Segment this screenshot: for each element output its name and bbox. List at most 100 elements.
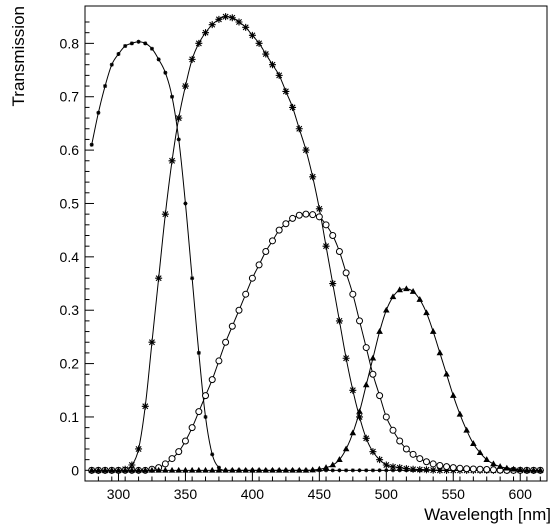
data-point (342, 269, 350, 277)
data-point (329, 280, 337, 288)
data-point (135, 466, 142, 473)
data-point (369, 354, 377, 361)
y-axis-label: Transmission (9, 6, 28, 106)
data-point (315, 213, 323, 221)
data-point (148, 466, 156, 473)
data-point (350, 468, 355, 473)
data-point (470, 440, 477, 446)
data-point (523, 466, 531, 473)
data-point (289, 466, 296, 473)
x-tick-label: 450 (308, 486, 332, 502)
data-point (248, 274, 256, 282)
data-point (262, 248, 270, 256)
data-point (222, 466, 229, 473)
series-1 (89, 39, 543, 473)
data-point (316, 465, 323, 472)
data-point (156, 57, 161, 62)
data-point (324, 468, 329, 473)
data-point (329, 461, 337, 468)
data-point (337, 468, 342, 473)
data-point (242, 23, 250, 31)
plot-frame (84, 5, 548, 482)
data-point (155, 274, 163, 282)
y-tick-label: 0.4 (60, 249, 80, 265)
data-point (268, 61, 276, 69)
x-tick-label: 300 (107, 486, 131, 502)
y-tick-label: 0 (71, 462, 79, 478)
data-point (330, 468, 335, 473)
data-point (181, 82, 189, 90)
data-point (175, 448, 183, 456)
data-point (188, 424, 196, 432)
data-point (423, 309, 430, 316)
data-point (228, 14, 236, 22)
data-point (161, 460, 169, 468)
data-point (123, 44, 128, 49)
data-point (302, 146, 310, 154)
data-point (229, 466, 236, 473)
data-point (443, 370, 450, 377)
data-point (136, 39, 141, 44)
series-4 (88, 285, 544, 473)
data-point (170, 94, 175, 99)
data-point (195, 39, 203, 47)
data-point (537, 466, 544, 473)
data-point (530, 466, 537, 473)
data-point (215, 466, 223, 473)
data-point (389, 463, 397, 471)
data-point (208, 376, 216, 384)
data-point (396, 464, 404, 472)
data-point (196, 350, 201, 355)
data-point (490, 460, 497, 467)
data-point (376, 328, 383, 334)
data-point (382, 413, 390, 421)
data-point (141, 466, 149, 473)
data-point (155, 466, 162, 473)
data-point (176, 137, 181, 142)
data-point (409, 465, 417, 473)
data-point (449, 464, 457, 472)
data-point (396, 437, 404, 445)
data-point (302, 210, 310, 218)
data-point (356, 408, 363, 414)
data-point (148, 338, 156, 346)
data-point (376, 392, 384, 400)
data-point (402, 445, 410, 453)
data-point (322, 242, 330, 250)
data-point (222, 13, 230, 21)
data-point (335, 317, 343, 325)
data-point (190, 276, 195, 281)
data-point (463, 465, 471, 473)
data-point (349, 429, 357, 436)
data-point (228, 322, 236, 330)
y-tick-label: 0.6 (60, 142, 80, 158)
data-point (349, 386, 357, 394)
data-point (429, 460, 437, 468)
data-point (249, 466, 256, 473)
data-point (115, 466, 122, 473)
data-point (268, 237, 276, 245)
data-point (429, 328, 437, 334)
data-point (255, 261, 263, 269)
data-point (476, 465, 484, 473)
data-point (195, 408, 203, 416)
data-point (289, 214, 297, 222)
data-point (116, 52, 121, 57)
data-point (235, 306, 243, 314)
data-point (101, 466, 109, 473)
data-point (215, 15, 223, 23)
x-tick-label: 600 (509, 486, 533, 502)
data-point (483, 466, 491, 474)
data-point (188, 466, 196, 473)
data-point (370, 468, 375, 473)
data-point (516, 466, 524, 473)
data-point (483, 456, 491, 462)
data-point (362, 381, 370, 388)
data-point (377, 468, 382, 473)
data-point (235, 18, 243, 26)
y-tick-label: 0.7 (60, 89, 80, 105)
x-tick-label: 350 (174, 486, 198, 502)
data-point (443, 466, 451, 474)
data-point (128, 466, 136, 473)
data-point (396, 286, 403, 293)
